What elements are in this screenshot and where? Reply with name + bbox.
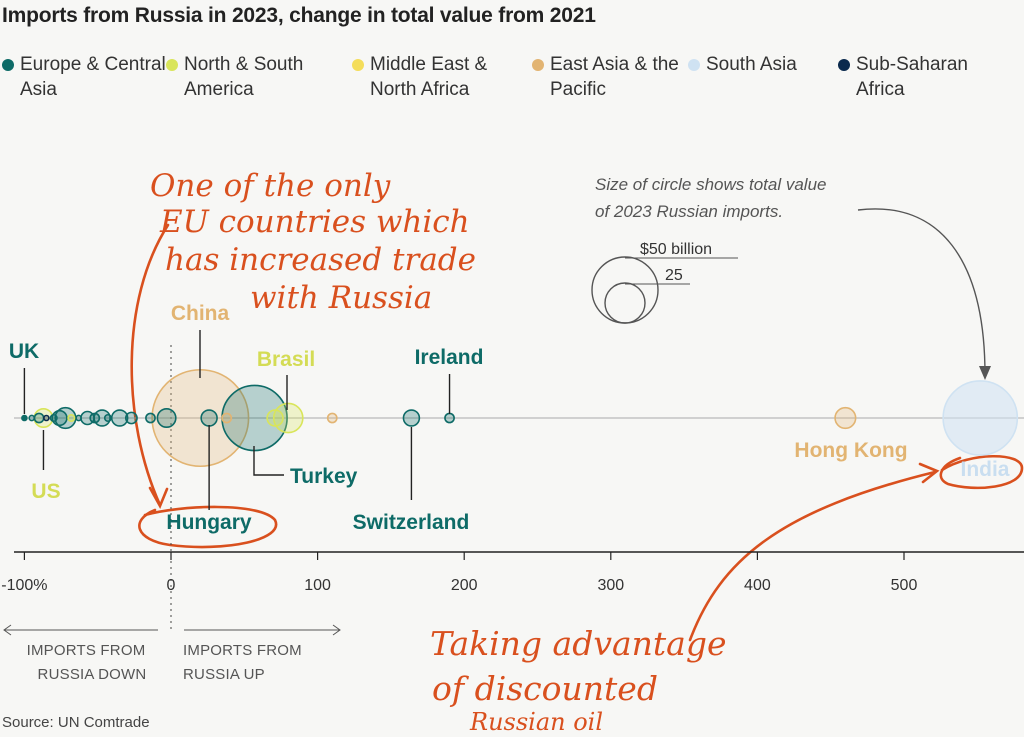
imports-down-label: IMPORTS FROM bbox=[27, 642, 146, 659]
direction-arrows bbox=[3, 624, 341, 636]
leader-line bbox=[253, 446, 284, 476]
legend-swatch bbox=[166, 59, 178, 71]
label-hungary: Hungary bbox=[166, 511, 252, 534]
bubble bbox=[51, 409, 68, 427]
imports-up-label: IMPORTS FROM bbox=[183, 642, 302, 659]
handwritten-oil-note: Taking advantage bbox=[430, 624, 727, 663]
size-key-small-circle bbox=[604, 282, 646, 324]
bubble bbox=[75, 414, 82, 422]
handwritten-oil-note: of discounted bbox=[432, 669, 658, 708]
legend-swatch bbox=[352, 59, 364, 71]
legend-label: Europe & Central Asia bbox=[20, 54, 166, 100]
legend-label: North & South America bbox=[184, 54, 304, 100]
x-tick-label: 100 bbox=[304, 577, 331, 594]
label-switzerland: Switzerland bbox=[353, 511, 470, 534]
bubble-brasil bbox=[272, 402, 304, 434]
size-note: Size of circle shows total value bbox=[595, 175, 827, 194]
bubble-switzerland bbox=[402, 409, 421, 427]
legend-label: East Asia & the Pacific bbox=[550, 54, 679, 100]
bubble bbox=[156, 407, 177, 428]
eu-arrow-head bbox=[148, 486, 169, 509]
chart-title: Imports from Russia in 2023, change in t… bbox=[2, 4, 596, 27]
size-key bbox=[591, 208, 991, 380]
source-note: Source: UN Comtrade bbox=[2, 714, 150, 731]
handwritten-eu-note: One of the only bbox=[150, 168, 391, 204]
legend-swatch bbox=[838, 59, 850, 71]
bubble bbox=[326, 412, 338, 424]
oil-arrow bbox=[688, 470, 937, 642]
x-tick-label: 0 bbox=[167, 577, 176, 594]
size-note: of 2023 Russian imports. bbox=[595, 202, 783, 221]
handwritten-eu-note: EU countries which bbox=[159, 204, 470, 240]
x-tick-label: 200 bbox=[451, 577, 478, 594]
bubble-ireland bbox=[444, 412, 455, 424]
legend-item: South Asia bbox=[688, 52, 856, 77]
label-china: China bbox=[171, 302, 230, 325]
legend-item: East Asia & the Pacific bbox=[532, 52, 700, 102]
bubble-hungary bbox=[200, 409, 218, 427]
legend-item: Europe & Central Asia bbox=[2, 52, 170, 102]
size-key-big-label: $50 billion bbox=[640, 241, 712, 258]
legend-label: South Asia bbox=[706, 54, 797, 75]
oil-arrow-head bbox=[918, 462, 940, 484]
label-ireland: Ireland bbox=[415, 346, 484, 369]
bubble-uk-dot bbox=[21, 415, 27, 421]
size-key-big-circle bbox=[591, 256, 659, 324]
legend: Europe & Central Asia North & South Ameri… bbox=[0, 52, 1024, 112]
handwritten-eu-note: with Russia bbox=[250, 280, 432, 316]
bubble bbox=[43, 414, 50, 422]
bubble bbox=[103, 413, 113, 423]
bubble bbox=[145, 412, 156, 424]
x-tick-label: 300 bbox=[597, 577, 624, 594]
label-us: US bbox=[31, 480, 60, 503]
label-uk: UK bbox=[9, 340, 39, 363]
bubble bbox=[124, 411, 138, 425]
hand-annotations bbox=[130, 223, 1024, 642]
hungary-circle bbox=[138, 505, 278, 549]
legend-item: North & South America bbox=[166, 52, 334, 102]
legend-label: Middle East & North Africa bbox=[370, 54, 488, 100]
x-tick-label: 400 bbox=[744, 577, 771, 594]
legend-item: Sub-Saharan Africa bbox=[838, 52, 1006, 102]
bubble-hong-kong bbox=[834, 406, 857, 430]
bubble bbox=[89, 412, 101, 424]
bubble bbox=[67, 413, 76, 423]
legend-item: Middle East & North Africa bbox=[352, 52, 520, 102]
bubble bbox=[33, 412, 45, 424]
handwritten-oil-note: Russian oil bbox=[469, 708, 603, 736]
handwritten-eu-note: has increased trade bbox=[165, 242, 476, 278]
legend-label: Sub-Saharan Africa bbox=[856, 54, 968, 100]
bubble bbox=[221, 412, 233, 424]
bubble-india bbox=[942, 380, 1019, 456]
bubble bbox=[28, 414, 36, 422]
eu-arrow bbox=[130, 223, 170, 507]
x-tick-label: -100% bbox=[1, 577, 47, 594]
bubble bbox=[49, 413, 58, 423]
india-circle bbox=[939, 454, 1024, 490]
label-hong-kong: Hong Kong bbox=[794, 439, 907, 462]
x-tick-label: 500 bbox=[891, 577, 918, 594]
imports-down-label: RUSSIA DOWN bbox=[38, 666, 147, 683]
label-india: India bbox=[960, 458, 1009, 481]
size-key-arrow bbox=[857, 208, 986, 376]
label-turkey: Turkey bbox=[290, 465, 358, 488]
size-key-small-label: 25 bbox=[665, 267, 683, 284]
imports-up-label: RUSSIA UP bbox=[183, 666, 265, 683]
bubble bbox=[266, 409, 284, 427]
size-key-arrow-head bbox=[979, 366, 991, 380]
legend-swatch bbox=[688, 59, 700, 71]
legend-swatch bbox=[532, 59, 544, 71]
label-brasil: Brasil bbox=[257, 348, 315, 371]
legend-swatch bbox=[2, 59, 14, 71]
